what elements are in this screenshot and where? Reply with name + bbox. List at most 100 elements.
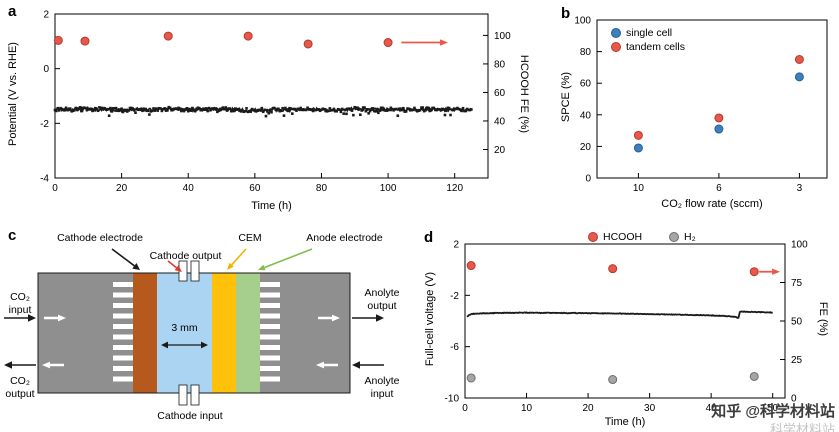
panel-a-xaxis-title: Time (h) <box>251 200 292 212</box>
panel-b-chart: 10 6 3 0 20 40 60 80 100 <box>574 16 828 194</box>
svg-text:100: 100 <box>574 16 591 27</box>
svg-text:20: 20 <box>583 403 595 414</box>
svg-text:60: 60 <box>249 183 261 194</box>
svg-text:10: 10 <box>633 183 645 194</box>
panel-d-chart: 0 10 20 30 40 50 2 -2 -6 -10 100 75 50 25 0 <box>445 240 809 415</box>
panel-a-left-axis-title: Potential (V vs. RHE) <box>7 42 19 146</box>
svg-text:-10: -10 <box>445 394 460 405</box>
co2-input-label: CO₂ input <box>8 291 32 316</box>
svg-text:60: 60 <box>580 79 592 90</box>
cathode-input-label: Cathode input <box>157 410 223 422</box>
cem-layer <box>212 273 236 393</box>
anode-electrode-label: Anode electrode <box>306 232 383 244</box>
panel-d-left-axis-title: Full-cell voltage (V) <box>424 271 436 367</box>
legend-item-tandem-cells: tandem cells <box>611 40 685 54</box>
svg-text:0: 0 <box>52 183 58 194</box>
panel-b-legend: single cell tandem cells <box>611 26 685 54</box>
co2-output-arrow <box>4 361 36 369</box>
panel-d-label: d <box>424 229 434 246</box>
svg-text:20: 20 <box>580 142 592 153</box>
svg-text:-6: -6 <box>450 342 459 353</box>
svg-text:40: 40 <box>183 183 195 194</box>
legend-dot-single <box>611 28 621 38</box>
svg-text:80: 80 <box>494 59 506 70</box>
svg-text:100: 100 <box>380 183 397 194</box>
panel-d-legend: HCOOH H₂ <box>588 230 720 245</box>
cathode-electrode-label: Cathode electrode <box>57 232 143 244</box>
svg-text:50: 50 <box>791 317 803 328</box>
panel-a-label: a <box>8 3 17 20</box>
panel-c: c Cathode electrode CEM Anode electrode … <box>0 225 420 432</box>
cathode-electrode-arrow <box>111 248 140 270</box>
series-Full-cell voltage <box>466 310 773 319</box>
cathode-output-port <box>190 260 200 282</box>
svg-text:20: 20 <box>494 145 506 156</box>
svg-text:2: 2 <box>43 10 49 21</box>
right-frame-block <box>260 273 350 393</box>
watermark-primary: 知乎 @科学材料站 <box>711 403 835 420</box>
co2-output-label: CO₂ output <box>5 375 35 400</box>
panel-b-xaxis-title: CO₂ flow rate (sccm) <box>661 198 763 210</box>
svg-text:30: 30 <box>644 403 656 414</box>
svg-text:80: 80 <box>580 47 592 58</box>
watermark-secondary: 科学材料站 <box>769 421 835 432</box>
left-flow-channels <box>113 282 133 382</box>
svg-text:40: 40 <box>706 403 718 414</box>
svg-text:3: 3 <box>797 183 803 194</box>
panel-a-right-axis-title: HCOOH FE (%) <box>518 54 530 134</box>
svg-text:6: 6 <box>716 183 722 194</box>
cem-arrow <box>227 248 247 270</box>
catholyte-gap-layer <box>157 273 212 393</box>
cathode-electrode-layer <box>133 273 157 393</box>
panel-b: 10 6 3 0 20 40 60 80 100 b single cell tandem ce… <box>555 0 839 225</box>
svg-text:120: 120 <box>446 183 463 194</box>
svg-text:10: 10 <box>521 403 533 414</box>
cathode-output-label: Cathode output <box>149 250 222 262</box>
legend-dot-tandem <box>611 42 621 52</box>
svg-text:0: 0 <box>791 394 797 405</box>
svg-text:60: 60 <box>494 88 506 99</box>
cathode-input-port <box>178 384 188 406</box>
watermark: 知乎 @科学材料站 科学材料站 <box>711 403 835 432</box>
svg-text:0: 0 <box>585 174 591 185</box>
panel-a: 0 20 40 60 80 100 120 2 0 -2 -4 100 80 60 40 20 a Time … <box>0 0 545 222</box>
svg-text:40: 40 <box>580 110 592 121</box>
svg-text:0: 0 <box>462 403 468 414</box>
series-H₂ <box>466 371 759 385</box>
svg-text:75: 75 <box>791 278 803 289</box>
legend-dot-hcooh <box>588 232 598 242</box>
svg-text:-2: -2 <box>40 119 49 130</box>
svg-text:100: 100 <box>494 31 511 42</box>
panel-d-xaxis-title: Time (h) <box>604 416 646 428</box>
series-tandem cells <box>633 55 804 140</box>
legend-label-hcooh: HCOOH <box>603 231 643 243</box>
anode-electrode-layer <box>236 273 260 393</box>
electrolyzer-diagram <box>4 248 384 406</box>
cem-label: CEM <box>238 232 262 244</box>
gap-width-arrow <box>161 341 208 349</box>
anolyte-input-label: Anolyte input <box>364 375 400 400</box>
svg-text:50: 50 <box>767 403 779 414</box>
series-single cell <box>633 72 804 153</box>
svg-text:25: 25 <box>791 355 803 366</box>
svg-text:80: 80 <box>316 183 328 194</box>
right-flow-channels <box>260 282 280 382</box>
anolyte-input-arrow <box>352 361 384 369</box>
anolyte-output-label: Anolyte output <box>364 287 400 312</box>
series-Potential <box>53 105 473 118</box>
svg-text:2: 2 <box>453 240 459 251</box>
svg-text:20: 20 <box>116 183 128 194</box>
left-frame-block <box>38 273 133 393</box>
gap-width-label: 3 mm <box>171 322 198 334</box>
svg-text:-4: -4 <box>40 174 49 185</box>
anolyte-output-arrow <box>352 314 384 322</box>
svg-text:-2: -2 <box>450 291 459 302</box>
series-HCOOH <box>466 261 759 277</box>
legend-label-h2: H₂ <box>684 231 696 243</box>
panel-d: 0 10 20 30 40 50 2 -2 -6 -10 100 75 50 25 0 d HCOOH H₂… <box>420 228 839 432</box>
legend-label-single-cell: single cell <box>626 27 673 39</box>
legend-item-hcooh: HCOOH <box>588 230 642 244</box>
internal-flow-arrow <box>42 314 340 369</box>
